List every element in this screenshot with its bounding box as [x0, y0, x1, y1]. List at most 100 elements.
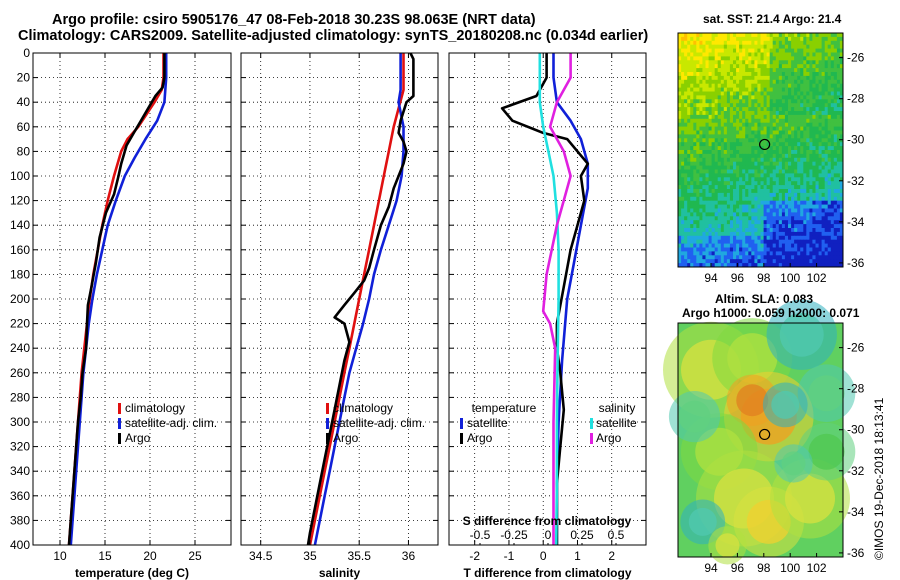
sst-cell — [818, 146, 823, 151]
sst-cell — [729, 173, 734, 178]
sst-cell — [830, 56, 835, 61]
sst-cell — [693, 44, 697, 49]
sst-cell — [717, 142, 722, 147]
sst-cell — [714, 52, 719, 57]
sst-cell — [781, 75, 786, 81]
sst-cell — [788, 189, 792, 194]
sst-cell — [693, 60, 697, 65]
sst-cell — [824, 114, 829, 120]
sst-cell — [775, 231, 780, 237]
sst-cell — [690, 192, 694, 198]
sst-cell — [739, 33, 743, 38]
sst-cell — [720, 107, 725, 112]
sst-cell — [806, 146, 810, 151]
sst-cell — [723, 114, 728, 120]
sst-cell — [836, 36, 841, 42]
sst-cell — [803, 220, 807, 225]
sst-cell — [836, 107, 841, 112]
sst-cell — [736, 33, 740, 38]
sst-cell — [745, 48, 749, 53]
sst-cell — [815, 212, 819, 217]
sst-cell — [791, 173, 795, 178]
sst-cell — [797, 56, 801, 61]
sst-cell — [788, 150, 792, 155]
sst-cell — [827, 251, 832, 256]
sst-cell — [729, 72, 734, 77]
sla-blob — [808, 433, 845, 470]
sst-cell — [729, 134, 734, 139]
sst-cell — [784, 72, 789, 77]
sst-cell — [717, 126, 722, 131]
sst-cell — [769, 235, 774, 241]
sst-cell — [800, 251, 804, 256]
sst-cell — [803, 192, 807, 198]
sst-cell — [818, 255, 823, 260]
sst-cell — [736, 114, 740, 120]
sst-cell — [766, 169, 771, 174]
sst-cell — [739, 91, 743, 96]
sst-cell — [717, 60, 722, 65]
sst-cell — [754, 122, 758, 127]
sst-cell — [791, 111, 795, 116]
sst-cell — [733, 153, 737, 159]
sst-cell — [733, 208, 737, 213]
sst-cell — [684, 259, 688, 264]
sst-cell — [781, 79, 786, 85]
sst-cell — [717, 118, 722, 124]
sst-cell — [702, 165, 706, 170]
sst-cell — [693, 181, 697, 186]
sst-cell — [760, 64, 764, 69]
sst-cell — [754, 185, 758, 190]
sst-cell — [720, 91, 725, 96]
sst-cell — [818, 126, 823, 131]
sst-cell — [690, 255, 694, 260]
sst-cell — [736, 161, 740, 166]
diff-legend-swatch — [460, 418, 463, 429]
sst-cell — [678, 111, 682, 116]
sst-cell — [812, 243, 816, 248]
sst-cell — [690, 130, 694, 135]
sst-cell — [723, 235, 728, 241]
sst-cell — [769, 40, 774, 46]
sst-cell — [806, 138, 810, 143]
sst-cell — [748, 259, 752, 264]
sst-cell — [687, 79, 691, 85]
sst-cell — [690, 235, 694, 241]
sst-cell — [772, 48, 777, 53]
sst-cell — [775, 52, 780, 57]
sst-cell — [699, 130, 703, 135]
sst-cell — [766, 126, 771, 131]
sst-cell — [696, 192, 700, 198]
sst-cell — [815, 56, 819, 61]
sst-cell — [720, 212, 725, 217]
sst-cell — [696, 231, 700, 237]
sst-cell — [812, 247, 816, 252]
sst-cell — [723, 243, 728, 248]
sst-cell — [739, 181, 743, 186]
sst-cell — [723, 79, 728, 85]
sst-cell — [736, 118, 740, 124]
sst-cell — [742, 243, 746, 248]
diff-secondary-axis-label: S difference from climatology — [463, 514, 632, 528]
sst-cell — [824, 134, 829, 139]
sst-cell — [684, 189, 688, 194]
sst-cell — [714, 165, 719, 170]
sst-cell — [836, 169, 841, 174]
sst-cell — [681, 40, 685, 46]
sst-cell — [794, 263, 798, 268]
sst-cell — [678, 150, 682, 155]
sst-cell — [757, 52, 761, 57]
sst-cell — [839, 138, 844, 143]
sst-cell — [791, 204, 795, 209]
salinity-frame — [240, 52, 439, 546]
sst-cell — [763, 228, 768, 233]
temperature-ytick-label: 260 — [10, 366, 30, 380]
sst-cell — [818, 87, 823, 92]
sst-cell — [729, 235, 734, 241]
sst-cell — [781, 48, 786, 53]
sst-cell — [791, 224, 795, 229]
sst-cell — [751, 40, 755, 46]
sst-cell — [778, 83, 783, 88]
sst-cell — [772, 146, 777, 151]
sst-cell — [733, 177, 737, 182]
